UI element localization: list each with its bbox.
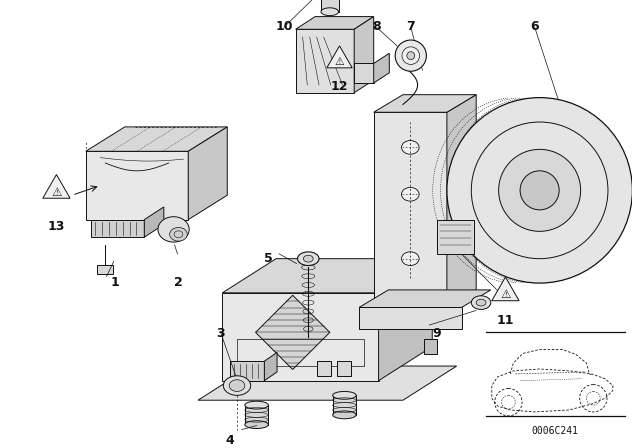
Text: 12: 12	[331, 80, 348, 93]
Polygon shape	[86, 151, 188, 220]
Polygon shape	[354, 17, 374, 93]
Polygon shape	[91, 220, 144, 237]
Text: 1: 1	[111, 276, 120, 289]
Polygon shape	[359, 290, 491, 307]
Ellipse shape	[223, 376, 251, 395]
Polygon shape	[374, 95, 476, 112]
Polygon shape	[245, 405, 268, 425]
Ellipse shape	[333, 411, 356, 419]
Circle shape	[402, 47, 420, 65]
Ellipse shape	[401, 141, 419, 154]
Polygon shape	[198, 366, 457, 400]
Text: ⚠: ⚠	[51, 186, 61, 199]
Text: 10: 10	[275, 20, 292, 33]
Polygon shape	[222, 258, 432, 293]
Text: 2: 2	[174, 276, 183, 289]
Polygon shape	[327, 46, 352, 68]
Circle shape	[520, 171, 559, 210]
Polygon shape	[321, 0, 339, 12]
Polygon shape	[447, 95, 476, 307]
Ellipse shape	[333, 392, 356, 399]
Polygon shape	[374, 112, 447, 307]
Polygon shape	[333, 395, 356, 415]
Ellipse shape	[471, 296, 491, 310]
Text: 11: 11	[497, 314, 514, 327]
Ellipse shape	[321, 8, 339, 16]
Polygon shape	[222, 293, 379, 381]
Circle shape	[499, 149, 580, 231]
Polygon shape	[255, 295, 330, 370]
Polygon shape	[264, 353, 277, 381]
Circle shape	[407, 52, 415, 60]
Polygon shape	[230, 361, 264, 381]
Ellipse shape	[303, 255, 313, 262]
Polygon shape	[97, 264, 113, 274]
Polygon shape	[437, 220, 474, 254]
Text: ⚠: ⚠	[500, 289, 511, 302]
Text: 0006C241: 0006C241	[532, 426, 579, 435]
Polygon shape	[43, 175, 70, 198]
Text: 7: 7	[406, 20, 415, 33]
Text: 8: 8	[372, 20, 381, 33]
Polygon shape	[359, 307, 461, 329]
Polygon shape	[296, 29, 354, 93]
Text: 5: 5	[264, 252, 273, 265]
Polygon shape	[337, 361, 351, 376]
Ellipse shape	[229, 380, 245, 392]
Ellipse shape	[298, 252, 319, 266]
Polygon shape	[492, 277, 519, 301]
Ellipse shape	[245, 421, 268, 429]
Polygon shape	[296, 17, 374, 29]
Text: 13: 13	[48, 220, 65, 233]
Ellipse shape	[170, 228, 188, 241]
Polygon shape	[188, 127, 227, 220]
Polygon shape	[86, 127, 227, 151]
Ellipse shape	[401, 187, 419, 201]
Text: ⚠: ⚠	[335, 57, 344, 68]
Polygon shape	[144, 207, 164, 237]
Circle shape	[395, 40, 426, 71]
Polygon shape	[354, 64, 374, 83]
Polygon shape	[424, 339, 437, 354]
Text: 4: 4	[226, 435, 235, 448]
Polygon shape	[379, 258, 432, 381]
Polygon shape	[317, 361, 331, 376]
Circle shape	[447, 98, 632, 283]
Text: 9: 9	[433, 327, 442, 340]
Ellipse shape	[158, 217, 189, 242]
Text: 6: 6	[531, 20, 539, 33]
Ellipse shape	[245, 401, 268, 409]
Ellipse shape	[401, 252, 419, 266]
Text: 3: 3	[216, 327, 225, 340]
Polygon shape	[374, 53, 389, 83]
Ellipse shape	[476, 299, 486, 306]
